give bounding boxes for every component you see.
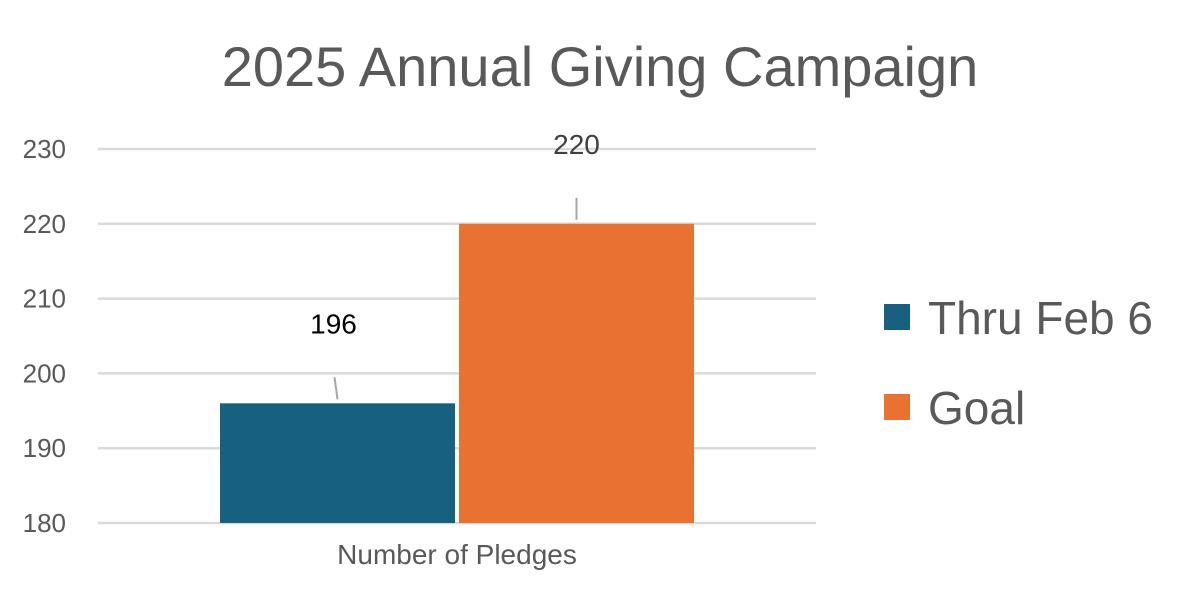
chart-title: 2025 Annual Giving Campaign (222, 35, 979, 98)
y-tick-label: 180 (23, 508, 66, 538)
legend-label: Thru Feb 6 (928, 292, 1153, 344)
y-tick-label: 230 (23, 134, 66, 164)
data-label: 196 (310, 308, 357, 339)
legend-swatch (884, 394, 910, 420)
bar-goal (459, 223, 694, 524)
data-label: 220 (553, 129, 600, 160)
data-labels: 196 220 (310, 129, 600, 400)
y-tick-label: 220 (23, 209, 66, 239)
bars (220, 223, 694, 524)
y-tick-label: 210 (23, 284, 66, 314)
data-label-leader (333, 377, 339, 400)
legend: Thru Feb 6 Goal (884, 292, 1153, 434)
y-axis-ticks: 180 190 200 210 220 230 (23, 134, 66, 538)
x-axis-category-label: Number of Pledges (337, 539, 577, 570)
y-tick-label: 200 (23, 358, 66, 388)
bar-thru-feb-6 (220, 403, 455, 523)
legend-label: Goal (928, 382, 1025, 434)
gridlines (98, 147, 816, 525)
legend-swatch (884, 304, 910, 330)
y-tick-label: 190 (23, 433, 66, 463)
